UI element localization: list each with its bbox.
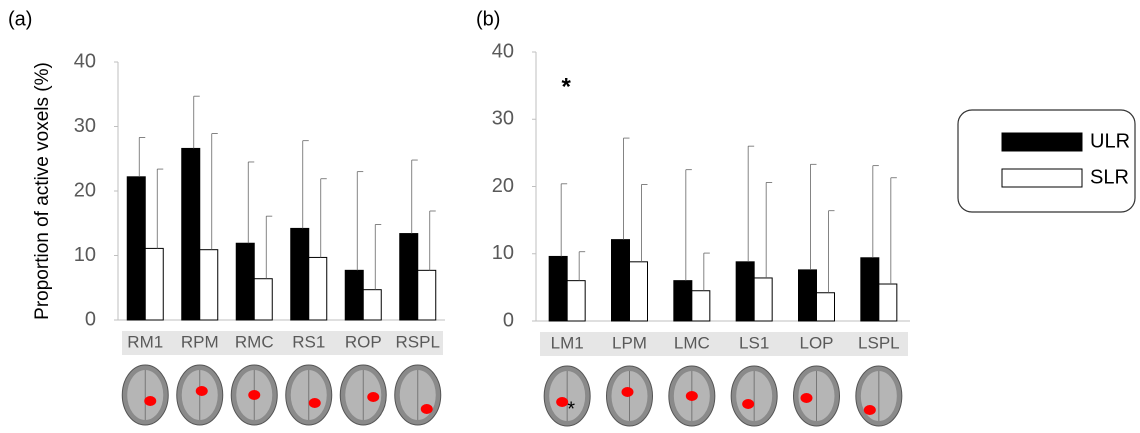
brain-image (856, 366, 902, 426)
bar (567, 281, 585, 321)
panel-label: (a) (8, 8, 32, 30)
activation (144, 396, 156, 406)
x-tick-label: RM1 (127, 332, 163, 351)
brain-image (395, 365, 441, 425)
bar (736, 262, 754, 321)
activation (196, 386, 208, 396)
bar (182, 148, 200, 320)
brain-image (231, 365, 277, 425)
x-tick-label: RS1 (292, 332, 325, 351)
y-tick-label: 20 (492, 175, 514, 197)
figure: (a) Proportion of active voxels (%) 0 10 20 3… (0, 0, 1140, 428)
y-tick-label: 30 (74, 115, 96, 137)
bar (612, 240, 630, 321)
bar (630, 262, 648, 321)
bar (236, 243, 254, 320)
bar (400, 234, 418, 320)
x-tick-label: RSPL (396, 332, 440, 351)
y-tick-label: 10 (492, 242, 514, 264)
brain-image (177, 365, 223, 425)
category-band (540, 332, 908, 356)
brain-image (794, 366, 840, 426)
activation (309, 398, 321, 408)
x-tick-label: LOP (799, 333, 833, 352)
bar (674, 281, 692, 321)
activation (864, 405, 876, 415)
legend-swatch (1002, 169, 1082, 187)
activation (421, 404, 433, 414)
activation (801, 393, 813, 403)
legend-swatch (1002, 133, 1082, 151)
y-tick-label: 0 (85, 308, 96, 330)
brain-image: * (544, 366, 590, 426)
bar (817, 293, 835, 321)
brain-image (607, 366, 653, 426)
bar (754, 278, 772, 321)
bar (799, 270, 817, 321)
legend-box (958, 110, 1135, 212)
annotation: * (561, 73, 571, 100)
bar (291, 228, 309, 320)
x-tick-label: LMC (674, 333, 710, 352)
activation (248, 390, 260, 400)
brain-image (286, 365, 332, 425)
bar (309, 257, 327, 320)
bar (879, 284, 897, 321)
x-tick-label: ROP (345, 332, 382, 351)
y-tick-label: 40 (74, 50, 96, 72)
x-tick-label: LPM (612, 333, 647, 352)
x-tick-label: LS1 (739, 333, 769, 352)
image-annotation: * (567, 398, 575, 420)
y-axis-label: Proportion of active voxels (%) (32, 62, 53, 320)
bar (861, 258, 879, 321)
activation (622, 387, 634, 397)
bar (418, 270, 436, 320)
legend-label: SLR (1090, 166, 1129, 188)
y-tick-label: 0 (503, 309, 514, 331)
bar (254, 279, 272, 320)
x-tick-label: RMC (235, 332, 274, 351)
brain-image (122, 365, 168, 425)
legend-label: ULR (1090, 130, 1130, 152)
y-tick-label: 20 (74, 179, 96, 201)
bar (127, 177, 145, 320)
activation (742, 399, 754, 409)
activation (367, 392, 379, 402)
brain-image (731, 366, 777, 426)
brain-image (340, 365, 386, 425)
x-tick-label: LM1 (551, 333, 584, 352)
brain-image (669, 366, 715, 426)
x-tick-label: LSPL (858, 333, 900, 352)
y-tick-label: 40 (492, 40, 514, 62)
bar (363, 290, 381, 320)
panel-label: (b) (476, 8, 500, 30)
bar (692, 291, 710, 321)
y-tick-label: 30 (492, 108, 514, 130)
activation (686, 391, 698, 401)
bar (345, 270, 363, 320)
bar (200, 250, 218, 320)
x-tick-label: RPM (181, 332, 219, 351)
y-tick-label: 10 (74, 244, 96, 266)
bar (145, 248, 163, 320)
bar (549, 256, 567, 321)
